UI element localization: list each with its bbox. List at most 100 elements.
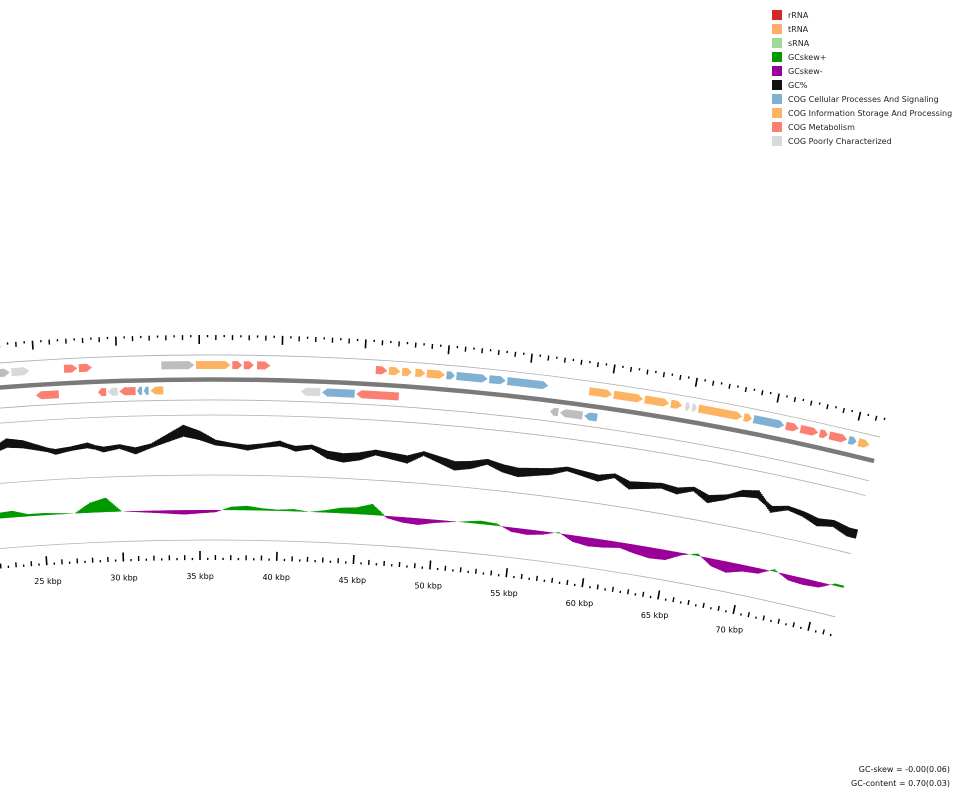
gc-skew-positive-bar: [96, 500, 100, 513]
gc-skew-positive-bar: [375, 508, 378, 516]
forward-gene: [743, 413, 752, 422]
gc-content-bar: [798, 509, 802, 516]
gc-skew-negative-bar: [522, 528, 526, 535]
gc-skew-negative-bar: [535, 530, 538, 535]
legend-item: COG Poorly Characterized: [772, 134, 952, 148]
legend-label: COG Metabolism: [788, 122, 855, 132]
gc-content-bar: [405, 455, 409, 464]
gc-skew-negative-bar: [741, 564, 745, 572]
legend-item: GCskew+: [772, 50, 952, 64]
gc-content-bar: [830, 519, 834, 528]
gc-content-bar: [0, 441, 4, 450]
gc-skew-positive-bar: [359, 506, 363, 515]
gc-content-bar: [10, 438, 13, 448]
gc-skew-negative-bar: [710, 558, 714, 567]
gc-skew-negative-bar: [794, 576, 798, 583]
gc-content-bar: [610, 473, 613, 479]
legend-label: sRNA: [788, 38, 810, 48]
gc-skew-negative-bar: [811, 580, 815, 587]
gc-skew-positive-bar: [372, 505, 375, 516]
gc-content-bar: [849, 528, 854, 538]
gc-skew-negative-bar: [742, 565, 746, 572]
gc-content-bar: [518, 467, 522, 478]
gc-skew-negative-bar: [808, 579, 812, 587]
gc-content-bar: [811, 515, 816, 524]
reverse-strand-track: [35, 386, 598, 422]
gc-content-bar: [789, 506, 793, 512]
gc-content-bar: [661, 483, 665, 490]
gc-skew-positive-bar: [90, 502, 94, 513]
inner-tick: [520, 573, 523, 580]
gc-skew-positive-bar: [102, 498, 106, 513]
gc-content-bar: [596, 474, 600, 482]
forward-gene: [847, 436, 857, 445]
gc-content-bar: [831, 519, 836, 528]
gc-skew-negative-bar: [763, 569, 766, 573]
gc-content-bar: [627, 481, 632, 490]
gc-content-bar: [669, 485, 673, 493]
forward-gene: [78, 363, 92, 373]
gc-content-bar: [456, 461, 460, 471]
gc-content-bar: [26, 441, 30, 450]
forward-gene: [11, 367, 30, 377]
gc-content-bar: [844, 526, 849, 536]
gc-content-bar: [697, 489, 702, 497]
gc-content-bar: [584, 471, 588, 478]
inner-tick: [679, 601, 682, 604]
inner-tick: [777, 618, 780, 624]
gc-content-bar: [792, 507, 796, 514]
gc-content-bar: [833, 520, 838, 529]
gc-content-bar: [524, 467, 528, 477]
gc-content-bar: [619, 476, 623, 483]
gc-skew-negative-bar: [525, 529, 529, 535]
gc-content-bar: [521, 467, 525, 477]
inner-tick: [762, 615, 765, 621]
gc-skew-negative-bar: [815, 581, 820, 588]
gc-content-bar: [736, 490, 741, 498]
gc-skew-negative-bar: [622, 542, 627, 550]
gc-skew-negative-bar: [636, 545, 640, 555]
gc-content-bar: [430, 453, 433, 460]
gc-content-bar: [579, 470, 583, 476]
gc-content-bar: [513, 467, 517, 477]
forward-gene: [828, 431, 848, 443]
gc-skew-positive-bar: [772, 569, 776, 572]
gc-content-bar: [728, 493, 732, 499]
reverse-gene: [356, 390, 400, 401]
gc-content-bar: [768, 504, 772, 512]
gc-content-bar: [439, 456, 443, 464]
gc-content-bar: [745, 489, 749, 498]
gc-content-bar: [678, 487, 683, 494]
gc-content-bar: [571, 468, 575, 474]
gc-content-bar: [461, 460, 465, 470]
gc-content-bar: [850, 528, 855, 538]
gc-skew-positive-bar: [6, 511, 9, 518]
gc-content-bar: [723, 494, 727, 501]
gc-content-bar: [471, 460, 475, 469]
gc-content-bar: [733, 492, 737, 498]
gc-skew-negative-bar: [711, 558, 716, 568]
gc-content-bar: [837, 522, 842, 531]
gc-skew-negative-bar: [726, 561, 731, 573]
gc-skew-positive-bar: [3, 511, 6, 519]
gc-skew-negative-bar: [605, 540, 610, 548]
outer-tick: [364, 339, 367, 349]
gc-skew-negative-bar: [678, 552, 682, 556]
inner-tick: [672, 597, 675, 603]
gc-content-bar: [3, 439, 7, 449]
legend-item: GCskew-: [772, 64, 952, 78]
forward-gene: [752, 415, 785, 429]
gc-content-bar: [573, 468, 577, 474]
inner-tick-ring: [0, 551, 832, 637]
gc-content-bar: [348, 452, 352, 462]
legend-swatch: [772, 38, 782, 48]
gc-content-bar: [15, 439, 18, 449]
gc-content-bar: [560, 467, 564, 473]
gc-skew-negative-bar: [703, 557, 707, 561]
gc-content-bar: [516, 467, 520, 478]
inner-tick: [814, 630, 817, 633]
gc-skew-negative-bar: [717, 560, 722, 570]
gc-content-bar: [760, 495, 764, 503]
legend-label: GCskew+: [788, 52, 827, 62]
gc-content-bar: [24, 441, 28, 449]
